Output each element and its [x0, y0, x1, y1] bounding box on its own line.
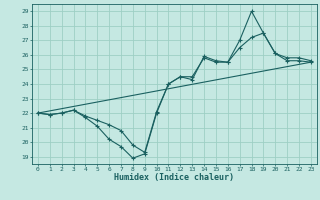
X-axis label: Humidex (Indice chaleur): Humidex (Indice chaleur)	[115, 173, 234, 182]
